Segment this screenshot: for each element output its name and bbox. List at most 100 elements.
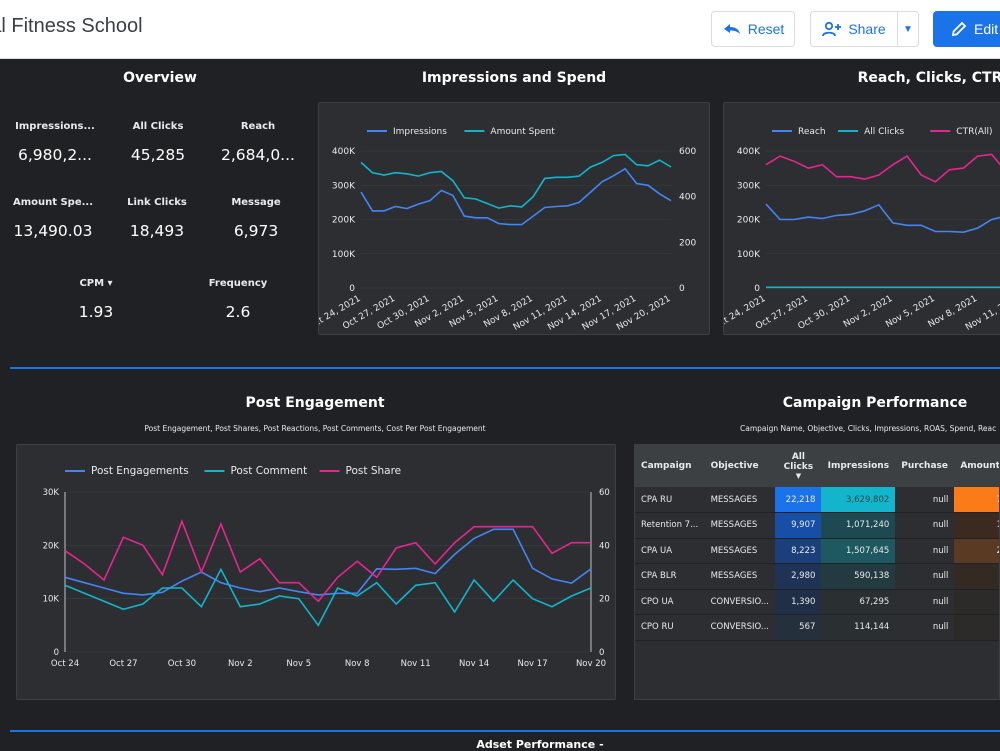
col-all-clicks[interactable]: All Clicks ▼ <box>775 445 822 487</box>
campaign-performance-subtitle: Campaign Name, Objective, Clicks, Impres… <box>740 424 997 433</box>
x-tick-label: Oct 24 <box>51 659 79 669</box>
share-button[interactable]: Share <box>810 11 898 47</box>
kpi-value: 45,285 <box>130 146 186 164</box>
x-tick-label: Nov 5 <box>286 659 311 669</box>
post-engagement-panel[interactable]: 0 10K 20K 30K 0 20 40 60 Oct 24 Oct 27 Oct 30 Nov 2… <box>16 444 616 700</box>
x-tick-label: Nov 20 <box>576 659 606 669</box>
y-tick-label: 30K <box>43 488 60 498</box>
kpi-link-clicks[interactable]: Link Clicks 18,493 <box>107 197 207 240</box>
cell-impressions: 67,295 <box>821 589 896 615</box>
cell-impressions: 114,144 <box>821 614 896 641</box>
cell-objective: MESSAGES <box>704 538 776 564</box>
cell-amount-spent: 289.5 <box>954 614 999 641</box>
kpi-value: 2,684,0... <box>221 146 295 164</box>
y2-tick-label: 60 <box>599 488 610 498</box>
x-tick-label: Oct 30 <box>168 659 196 669</box>
kpi-message[interactable]: Message 6,973 <box>206 197 306 240</box>
x-tick-label: Nov 17 <box>518 659 548 669</box>
y-tick-label: 0 <box>754 284 760 294</box>
kpi-reach[interactable]: Reach 2,684,0... <box>208 121 308 164</box>
section-divider <box>10 730 1000 732</box>
report-title: onal Fitness School <box>0 15 143 37</box>
edit-button[interactable]: Edit <box>933 11 1000 47</box>
col-objective[interactable]: Objective <box>704 445 776 487</box>
share-dropdown-button[interactable]: ▼ <box>897 11 919 47</box>
reach-chart-panel[interactable]: 0 100K 200K 300K 400K Oct 24, 2021 Oct 27, 202… <box>712 102 1000 335</box>
cell-campaign: CPO RU <box>635 614 705 641</box>
table-row[interactable]: Retention 7... MESSAGES 9,907 1,071,240 null… <box>635 512 999 539</box>
reset-button[interactable]: Reset <box>711 11 795 47</box>
impressions-chart-title: Impressions and Spend <box>421 70 607 86</box>
series-line-reach <box>765 203 1000 234</box>
col-all-clicks-label: All Clicks <box>783 452 814 472</box>
cell-campaign: CPA RU <box>635 487 705 513</box>
y-tick-label: 20K <box>43 541 60 551</box>
legend-item: Post Share <box>319 465 401 477</box>
impressions-chart-panel[interactable]: 0 100K 200K 300K 400K 0 200 400 600 Oct 24, 2021 O… <box>307 102 710 335</box>
x-tick-label: Nov 2 <box>228 659 253 669</box>
kpi-all-clicks[interactable]: All Clicks 45,285 <box>108 121 208 164</box>
y-tick-label: 10K <box>43 595 60 605</box>
kpi-value: 13,490.03 <box>13 222 93 240</box>
cell-purchase: null <box>895 487 955 513</box>
share-label: Share <box>848 21 886 37</box>
cell-purchase: null <box>895 538 955 564</box>
cell-campaign: CPA UA <box>635 538 705 564</box>
kpi-impressions[interactable]: Impressions... 6,980,2... <box>5 121 105 164</box>
col-purchase[interactable]: Purchase <box>895 445 955 487</box>
cell-purchase: null <box>895 512 955 539</box>
add-person-icon <box>822 21 842 37</box>
legend-label: Post Engagements <box>91 465 189 477</box>
kpi-value: 2.6 <box>225 303 251 321</box>
y-tick-label: 100K <box>737 250 761 260</box>
y2-tick-label: 200 <box>679 238 696 248</box>
cell-all-clicks: 8,223 <box>775 538 822 564</box>
chevron-down-icon: ▼ <box>903 23 913 35</box>
series-line-post-comment <box>64 567 592 627</box>
x-tick-label: Nov 14 <box>459 659 489 669</box>
campaign-performance-title: Campaign Performance <box>782 395 968 411</box>
edit-label: Edit <box>974 21 999 37</box>
cell-objective: MESSAGES <box>704 512 776 539</box>
legend-label: Post Comment <box>230 465 307 477</box>
legend-label: Impressions <box>393 127 447 137</box>
post-engagement-chart: 0 10K 20K 30K 0 20 40 60 Oct 24 Oct 27 Oct 30 Nov 2… <box>43 465 610 669</box>
col-amount-spent[interactable]: Amount Spen <box>954 445 999 487</box>
y-tick-label: 0 <box>54 648 59 658</box>
cell-campaign: Retention 7... <box>635 512 705 539</box>
y2-tick-label: 40 <box>599 541 610 551</box>
x-tick-label: Nov 11 <box>401 659 431 669</box>
kpi-label: Frequency <box>208 278 268 289</box>
legend-item: CTR(All) <box>930 127 993 137</box>
legend-item: All Clicks <box>838 127 905 137</box>
col-campaign[interactable]: Campaign <box>635 445 705 487</box>
kpi-value: 18,493 <box>129 222 185 240</box>
kpi-frequency[interactable]: Frequency 2.6 <box>188 278 288 321</box>
y-tick-label: 200K <box>332 216 356 226</box>
legend-item: Post Engagements <box>65 465 189 477</box>
col-impressions[interactable]: Impressions <box>821 445 896 487</box>
kpi-cpm[interactable]: CPM ▾ 1.93 <box>46 278 146 321</box>
kpi-label: Message <box>231 197 281 208</box>
cell-impressions: 590,138 <box>821 563 896 590</box>
series-line-amount-spent <box>360 153 672 209</box>
cell-purchase: null <box>895 614 955 641</box>
legend-label: CTR(All) <box>956 127 992 137</box>
cell-all-clicks: 9,907 <box>775 512 822 539</box>
kpi-amount-spent[interactable]: Amount Spe... 13,490.03 <box>3 197 103 240</box>
undo-icon <box>723 24 740 34</box>
legend-item: Post Comment <box>204 465 307 477</box>
legend-label: Amount Spent <box>490 127 555 137</box>
y-tick-label: 200K <box>737 216 761 226</box>
cell-purchase: null <box>895 563 955 590</box>
kpi-label: Amount Spe... <box>12 197 94 208</box>
cell-all-clicks: 22,218 <box>775 487 822 513</box>
post-engagement-title: Post Engagement <box>245 395 385 411</box>
adset-performance-title: Adset Performance - <box>476 738 604 751</box>
